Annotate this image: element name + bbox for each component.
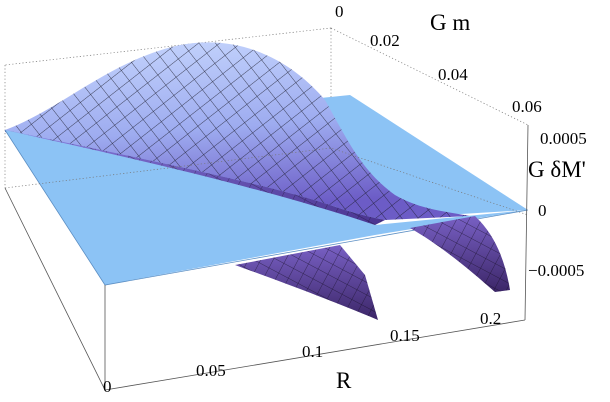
gm-tick-0: 0 [335, 2, 344, 21]
r-tick-3: 0.15 [390, 326, 420, 345]
bounding-box-back [4, 27, 529, 188]
gdm-tick-0: 0.0005 [540, 129, 587, 148]
gm-tick-3: 0.06 [512, 97, 542, 116]
r-tick-4: 0.2 [480, 309, 501, 328]
surface-below-plane [235, 216, 510, 320]
r-tick-2: 0.1 [302, 342, 323, 361]
gm-axis-label: G m [430, 10, 470, 35]
gm-tick-2: 0.04 [438, 65, 468, 84]
gdm-axis-ticks: 0.0005 0 −0.0005 [528, 129, 587, 280]
gdm-axis-label: G δM' [528, 157, 586, 182]
r-axis-ticks: 0 0.05 0.1 0.15 0.2 [103, 309, 501, 396]
bounding-box-front [4, 124, 529, 391]
r-tick-1: 0.05 [196, 361, 226, 380]
r-axis-label: R [336, 368, 352, 393]
zero-plane-front [5, 130, 528, 285]
gm-axis-ticks: 0 0.02 0.04 0.06 [335, 2, 542, 116]
gm-tick-1: 0.02 [370, 31, 400, 50]
r-tick-0: 0 [103, 377, 112, 396]
gdm-tick-2: −0.0005 [528, 261, 584, 280]
gdm-tick-1: 0 [538, 201, 547, 220]
